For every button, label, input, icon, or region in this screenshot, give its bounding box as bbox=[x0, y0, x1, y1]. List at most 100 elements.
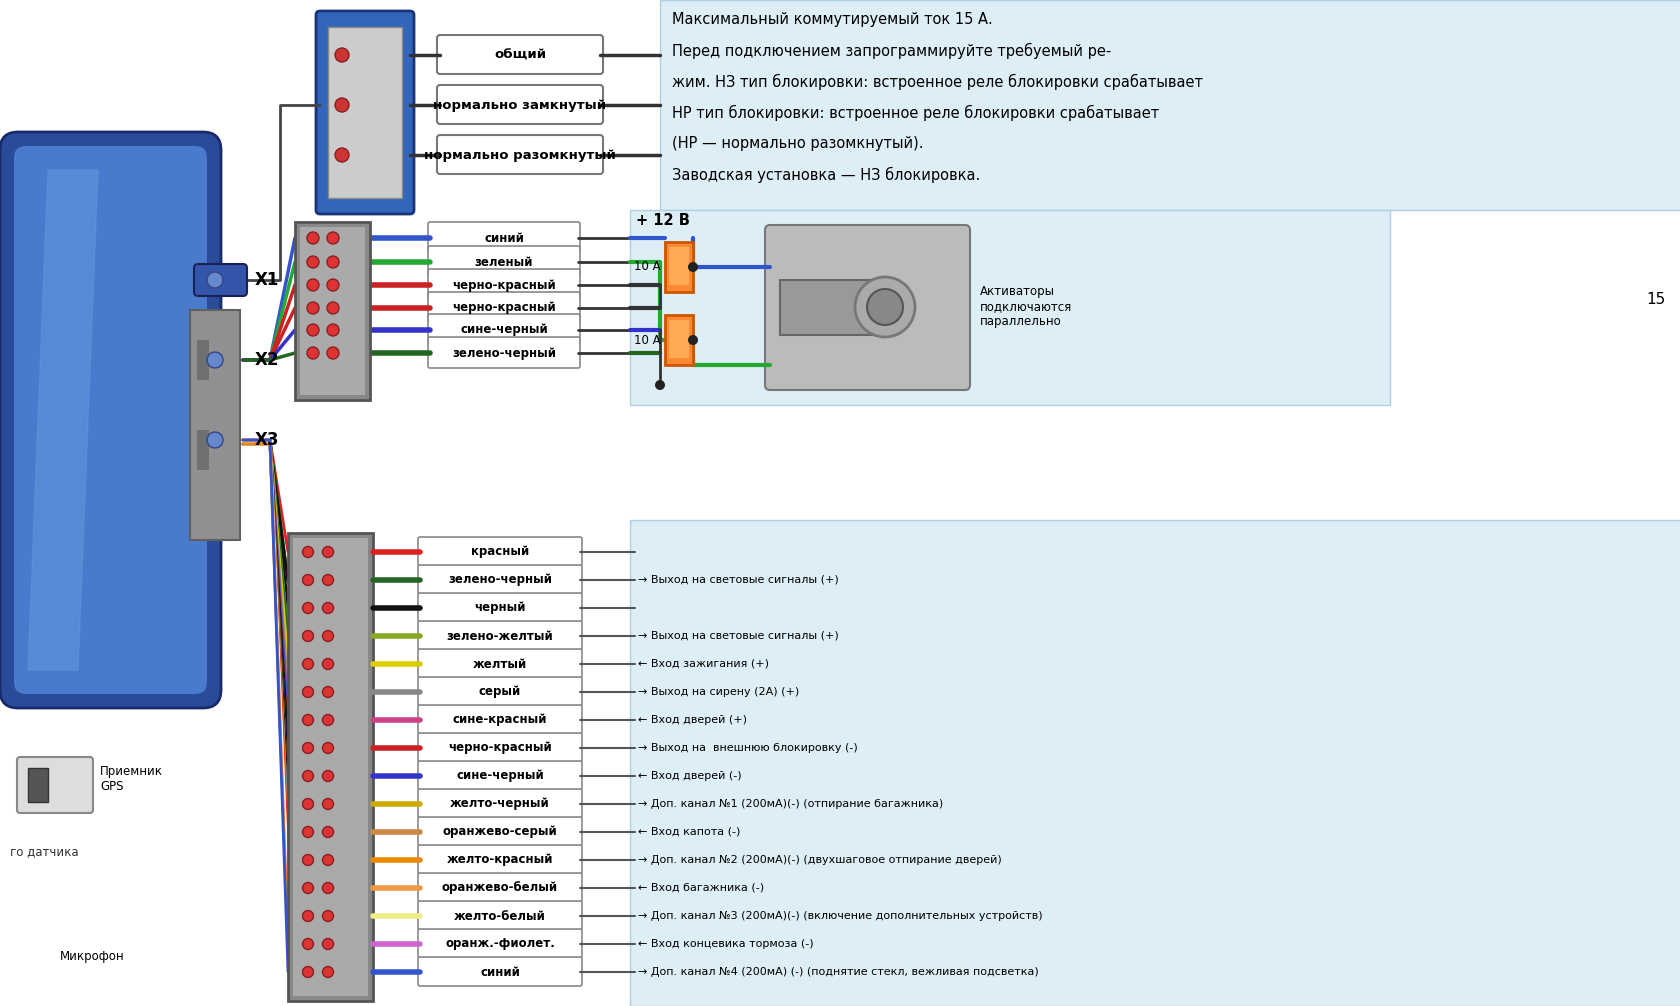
Circle shape bbox=[334, 48, 349, 62]
Text: Активаторы
подключаются
параллельно: Активаторы подключаются параллельно bbox=[979, 286, 1072, 329]
Circle shape bbox=[323, 939, 333, 950]
Circle shape bbox=[207, 272, 223, 288]
FancyBboxPatch shape bbox=[428, 222, 580, 253]
Text: → Выход на световые сигналы (+): → Выход на световые сигналы (+) bbox=[638, 575, 838, 585]
FancyBboxPatch shape bbox=[418, 593, 581, 622]
FancyBboxPatch shape bbox=[418, 621, 581, 650]
Text: жим. НЗ тип блокировки: встроенное реле блокировки срабатывает: жим. НЗ тип блокировки: встроенное реле … bbox=[672, 74, 1203, 91]
Circle shape bbox=[302, 854, 312, 865]
Circle shape bbox=[323, 771, 333, 782]
Bar bbox=[669, 247, 689, 285]
FancyBboxPatch shape bbox=[418, 957, 581, 986]
Circle shape bbox=[855, 277, 914, 337]
Bar bbox=[292, 538, 368, 996]
Text: ← Вход дверей (-): ← Вход дверей (-) bbox=[638, 771, 741, 781]
Text: → Выход на световые сигналы (+): → Выход на световые сигналы (+) bbox=[638, 631, 838, 641]
Circle shape bbox=[867, 289, 902, 325]
Circle shape bbox=[328, 279, 339, 291]
Circle shape bbox=[328, 256, 339, 268]
Text: Перед подключением запрограммируйте требуемый ре-: Перед подключением запрограммируйте треб… bbox=[672, 43, 1110, 59]
Circle shape bbox=[323, 631, 333, 642]
Text: ← Вход концевика тормоза (-): ← Вход концевика тормоза (-) bbox=[638, 939, 813, 949]
Text: зелено-желтый: зелено-желтый bbox=[447, 630, 553, 643]
Circle shape bbox=[323, 659, 333, 670]
Circle shape bbox=[302, 910, 312, 921]
Text: общий: общий bbox=[494, 48, 546, 61]
Bar bbox=[665, 242, 692, 292]
Text: синий: синий bbox=[480, 966, 519, 979]
Circle shape bbox=[307, 324, 319, 336]
Circle shape bbox=[302, 799, 312, 810]
Circle shape bbox=[655, 380, 665, 390]
Text: (НР — нормально разомкнутый).: (НР — нормально разомкнутый). bbox=[672, 136, 922, 151]
Text: синий: синий bbox=[484, 231, 524, 244]
Bar bbox=[29, 768, 49, 802]
FancyBboxPatch shape bbox=[418, 677, 581, 706]
FancyBboxPatch shape bbox=[418, 789, 581, 818]
Circle shape bbox=[307, 232, 319, 244]
Text: зеленый: зеленый bbox=[474, 256, 533, 269]
FancyBboxPatch shape bbox=[418, 733, 581, 762]
Circle shape bbox=[307, 256, 319, 268]
FancyBboxPatch shape bbox=[316, 11, 413, 214]
Text: → Доп. канал №4 (200мА) (-) (поднятие стекл, вежливая подсветка): → Доп. канал №4 (200мА) (-) (поднятие ст… bbox=[638, 967, 1038, 977]
Text: 15: 15 bbox=[1645, 293, 1665, 308]
FancyBboxPatch shape bbox=[437, 135, 603, 174]
Circle shape bbox=[302, 714, 312, 725]
Circle shape bbox=[302, 659, 312, 670]
Text: сине-черный: сине-черный bbox=[460, 324, 548, 336]
Text: желто-белый: желто-белый bbox=[454, 909, 546, 923]
Text: X1: X1 bbox=[255, 271, 279, 289]
Bar bbox=[287, 533, 373, 1001]
Circle shape bbox=[328, 347, 339, 359]
Circle shape bbox=[207, 432, 223, 448]
Bar bbox=[294, 222, 370, 400]
Circle shape bbox=[302, 939, 312, 950]
Circle shape bbox=[307, 302, 319, 314]
FancyBboxPatch shape bbox=[428, 269, 580, 300]
Circle shape bbox=[323, 742, 333, 753]
Text: черно-красный: черно-красный bbox=[452, 279, 556, 292]
Bar bbox=[299, 227, 365, 395]
FancyBboxPatch shape bbox=[418, 565, 581, 594]
Circle shape bbox=[302, 686, 312, 697]
FancyBboxPatch shape bbox=[428, 292, 580, 323]
Text: оранжево-серый: оранжево-серый bbox=[442, 826, 558, 838]
Text: Максимальный коммутируемый ток 15 А.: Максимальный коммутируемый ток 15 А. bbox=[672, 12, 993, 27]
FancyBboxPatch shape bbox=[0, 132, 220, 708]
FancyBboxPatch shape bbox=[418, 845, 581, 874]
Text: Приемник
GPS: Приемник GPS bbox=[99, 765, 163, 793]
FancyBboxPatch shape bbox=[418, 901, 581, 930]
Text: сине-черный: сине-черный bbox=[455, 770, 544, 783]
Text: ← Вход дверей (+): ← Вход дверей (+) bbox=[638, 715, 746, 725]
Text: X2: X2 bbox=[255, 351, 279, 369]
FancyBboxPatch shape bbox=[437, 35, 603, 74]
Text: + 12 В: + 12 В bbox=[635, 213, 689, 228]
Circle shape bbox=[302, 631, 312, 642]
Circle shape bbox=[302, 827, 312, 838]
FancyBboxPatch shape bbox=[418, 817, 581, 846]
Bar bbox=[190, 310, 240, 540]
Text: 10 А: 10 А bbox=[633, 261, 660, 274]
Circle shape bbox=[323, 603, 333, 614]
Circle shape bbox=[323, 714, 333, 725]
Bar bbox=[660, 0, 1680, 210]
Circle shape bbox=[687, 262, 697, 272]
Circle shape bbox=[302, 603, 312, 614]
Text: Микрофон: Микрофон bbox=[60, 950, 124, 963]
Bar bbox=[197, 340, 208, 380]
Text: красный: красный bbox=[470, 545, 529, 558]
Circle shape bbox=[323, 546, 333, 557]
FancyBboxPatch shape bbox=[13, 146, 207, 694]
Text: зелено-черный: зелено-черный bbox=[452, 346, 556, 359]
Bar bbox=[630, 210, 1389, 405]
Circle shape bbox=[323, 827, 333, 838]
FancyBboxPatch shape bbox=[17, 757, 92, 813]
Text: серый: серый bbox=[479, 685, 521, 698]
Circle shape bbox=[323, 854, 333, 865]
Circle shape bbox=[302, 967, 312, 978]
Circle shape bbox=[302, 574, 312, 585]
Text: черно-красный: черно-красный bbox=[449, 741, 551, 754]
Circle shape bbox=[323, 574, 333, 585]
Text: ← Вход зажигания (+): ← Вход зажигания (+) bbox=[638, 659, 768, 669]
